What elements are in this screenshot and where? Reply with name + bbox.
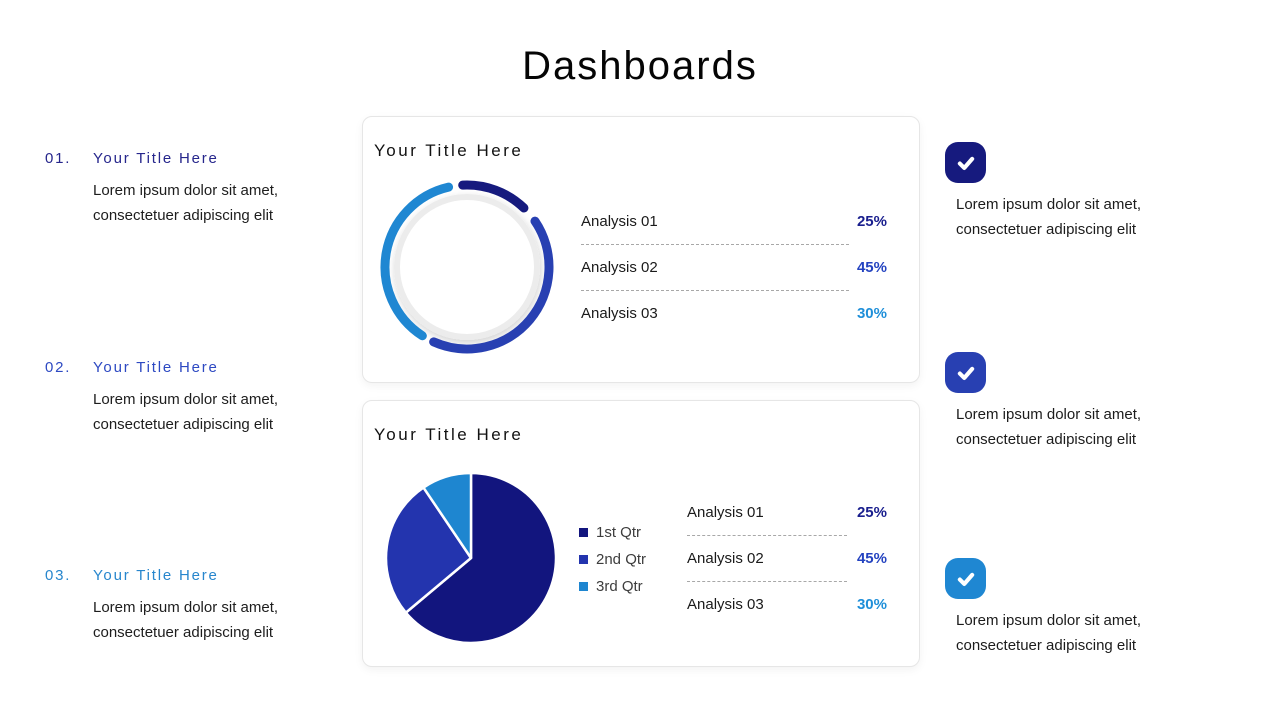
analysis-label: Analysis 03	[687, 595, 764, 613]
dashed-divider	[581, 290, 849, 291]
analysis-row: Analysis 03 30%	[687, 593, 887, 615]
legend-label: 3rd Qtr	[596, 578, 643, 595]
card-pie-chart: Your Title Here 1st Qtr 2nd Qtr 3rd Qtr …	[362, 400, 920, 667]
legend: 1st Qtr 2nd Qtr 3rd Qtr	[579, 519, 646, 600]
analysis-list: Analysis 01 25% Analysis 02 45% Analysis…	[581, 210, 887, 324]
legend-swatch	[579, 528, 588, 537]
item-number: 03.	[45, 567, 72, 584]
pie-chart	[384, 471, 558, 645]
check-badge	[945, 142, 986, 183]
check-badge	[945, 352, 986, 393]
left-item-heading: 01. Your Title Here	[45, 150, 325, 167]
left-item-heading: 02. Your Title Here	[45, 359, 325, 376]
analysis-row: Analysis 01 25%	[581, 210, 887, 232]
item-description: Lorem ipsum dolor sit amet, consectetuer…	[93, 391, 279, 433]
legend-label: 1st Qtr	[596, 524, 642, 541]
card-title: Your Title Here	[374, 141, 524, 160]
ring-chart	[380, 180, 554, 354]
item-number: 02.	[45, 359, 72, 376]
dashed-divider	[687, 581, 847, 582]
dashed-divider	[581, 244, 849, 245]
left-item: 03. Your Title Here Lorem ipsum dolor si…	[45, 567, 325, 645]
analysis-list: Analysis 01 25% Analysis 02 45% Analysis…	[687, 501, 887, 615]
item-title: Your Title Here	[93, 150, 219, 167]
item-description: Lorem ipsum dolor sit amet, consectetuer…	[93, 599, 279, 641]
left-item-heading: 03. Your Title Here	[45, 567, 325, 584]
analysis-row: Analysis 02 45%	[581, 256, 887, 278]
legend-swatch	[579, 555, 588, 564]
analysis-row: Analysis 01 25%	[687, 501, 887, 523]
analysis-value: 45%	[856, 258, 887, 276]
check-badge	[945, 558, 986, 599]
card-title: Your Title Here	[374, 425, 524, 444]
check-icon	[957, 572, 974, 586]
analysis-label: Analysis 01	[581, 212, 658, 230]
analysis-value: 30%	[856, 595, 887, 613]
item-title: Your Title Here	[93, 567, 219, 584]
page-title: Dashboards	[522, 44, 758, 88]
legend-item: 2nd Qtr	[579, 546, 646, 573]
analysis-value: 45%	[856, 549, 887, 567]
analysis-label: Analysis 02	[581, 258, 658, 276]
ring-chart-arcs	[380, 180, 554, 354]
card-ring-chart: Your Title Here Analysis 01 25% Analysis…	[362, 116, 920, 383]
analysis-label: Analysis 01	[687, 503, 764, 521]
item-number: 01.	[45, 150, 72, 167]
right-item: Lorem ipsum dolor sit amet, consectetuer…	[945, 142, 1185, 242]
left-item: 02. Your Title Here Lorem ipsum dolor si…	[45, 359, 325, 437]
analysis-value: 30%	[856, 304, 887, 322]
left-item: 01. Your Title Here Lorem ipsum dolor si…	[45, 150, 325, 228]
check-icon	[957, 156, 974, 170]
item-title: Your Title Here	[93, 359, 219, 376]
right-item-description: Lorem ipsum dolor sit amet, consectetuer…	[956, 612, 1142, 654]
check-icon	[957, 366, 974, 380]
legend-item: 3rd Qtr	[579, 573, 646, 600]
legend-label: 2nd Qtr	[596, 551, 647, 568]
analysis-value: 25%	[856, 212, 887, 230]
analysis-label: Analysis 03	[581, 304, 658, 322]
legend-item: 1st Qtr	[579, 519, 646, 546]
item-description: Lorem ipsum dolor sit amet, consectetuer…	[93, 182, 279, 224]
analysis-row: Analysis 02 45%	[687, 547, 887, 569]
ring-inner-disc	[394, 194, 540, 340]
pie-chart-slices	[384, 471, 558, 645]
legend-swatch	[579, 582, 588, 591]
right-item-description: Lorem ipsum dolor sit amet, consectetuer…	[956, 406, 1142, 448]
right-item: Lorem ipsum dolor sit amet, consectetuer…	[945, 352, 1185, 452]
right-item-description: Lorem ipsum dolor sit amet, consectetuer…	[956, 196, 1142, 238]
analysis-value: 25%	[856, 503, 887, 521]
analysis-label: Analysis 02	[687, 549, 764, 567]
right-item: Lorem ipsum dolor sit amet, consectetuer…	[945, 558, 1185, 658]
dashed-divider	[687, 535, 847, 536]
analysis-row: Analysis 03 30%	[581, 302, 887, 324]
